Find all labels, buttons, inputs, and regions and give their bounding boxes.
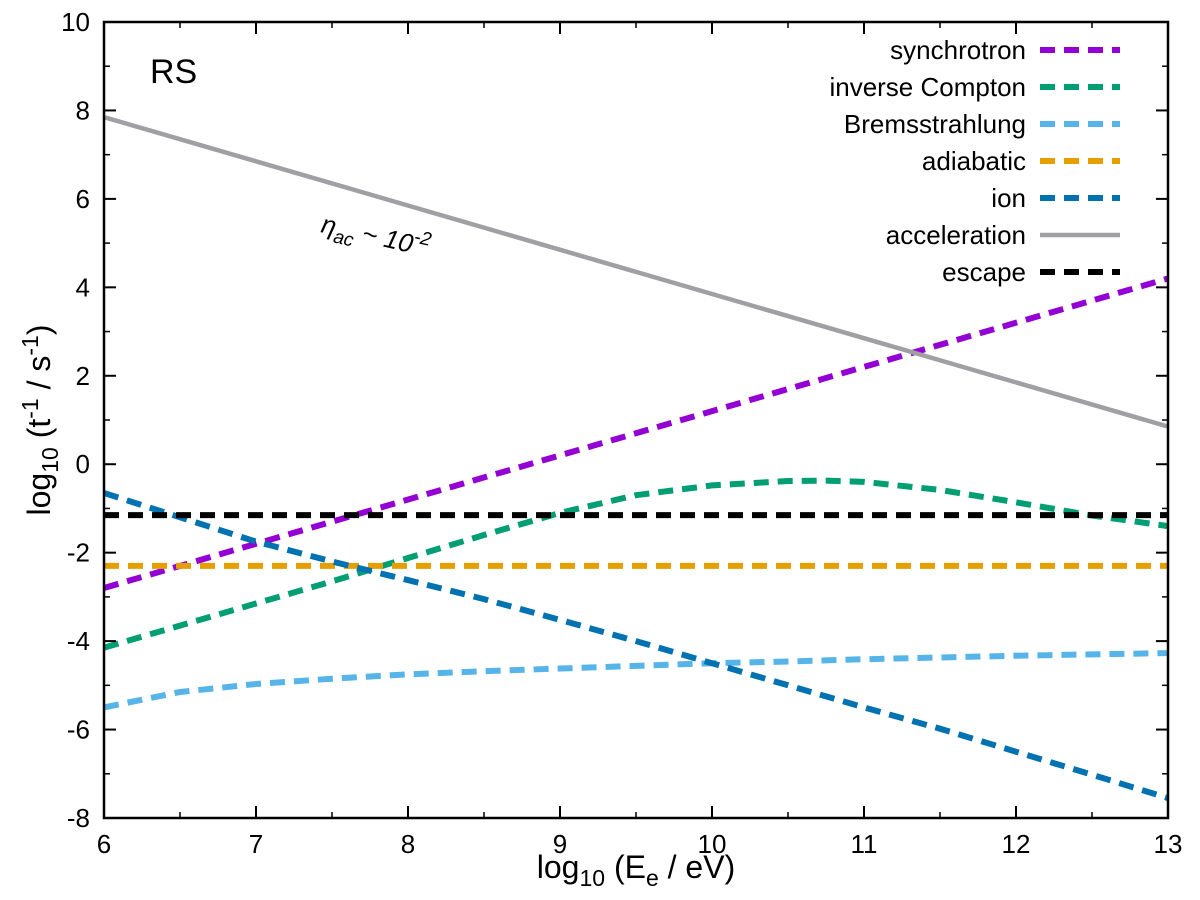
y-tick-label: 8 <box>76 95 90 125</box>
legend-label-acceleration: acceleration <box>886 220 1026 250</box>
x-tick-label: 10 <box>698 829 727 859</box>
acceleration-annotation: ηac ~ 10-2 <box>317 206 433 269</box>
panel-label: RS <box>150 53 197 91</box>
x-axis-label: log10 (Ee / eV) <box>537 849 735 891</box>
legend-label-bremsstrahlung: Bremsstrahlung <box>844 109 1026 139</box>
annotation-approx: ~ 10 <box>352 216 416 259</box>
y-tick-label: 10 <box>61 7 90 37</box>
x-tick-label: 11 <box>851 829 878 859</box>
y-tick-label: 2 <box>76 361 90 391</box>
y-tick-label: -4 <box>67 626 90 656</box>
series-bremsstrahlung-line <box>104 650 1168 711</box>
x-tick-label: 8 <box>401 829 415 859</box>
x-tick-label: 7 <box>249 829 263 859</box>
x-tick-label: 6 <box>97 829 111 859</box>
annotation-sup: -2 <box>412 227 434 251</box>
legend-label-synchrotron: synchrotron <box>890 35 1026 65</box>
y-tick-label: 4 <box>76 272 90 302</box>
annotation-eta: η <box>319 209 340 241</box>
x-tick-label: 9 <box>553 829 567 859</box>
legend-label-adiabatic: adiabatic <box>922 146 1026 176</box>
annotation-sub: ac <box>331 226 356 251</box>
y-tick-label: -8 <box>67 803 90 833</box>
y-tick-label: -6 <box>67 715 90 745</box>
plot-frame <box>102 20 1170 820</box>
legend-label-escape: escape <box>942 257 1026 287</box>
series-ion-line <box>104 490 1168 801</box>
series-layer <box>104 114 1168 801</box>
y-tick-label: 0 <box>76 449 90 479</box>
legend: synchrotron inverse Compton Bremsstrahlung… <box>829 35 1120 287</box>
y-axis-label: log10 (t-1 / s-1) <box>17 325 63 516</box>
x-tick-label: 12 <box>1002 829 1031 859</box>
y-tick-label: -2 <box>67 538 90 568</box>
series-synchrotron-line <box>104 275 1168 591</box>
x-tick-label: 13 <box>1154 829 1183 859</box>
legend-label-ion: ion <box>991 183 1026 213</box>
series-acceleration-line <box>104 114 1168 429</box>
legend-label-inverse-compton: inverse Compton <box>829 72 1026 102</box>
tick-layer: 6 7 8 9 10 11 12 13 -8 -6 -4 -2 0 2 4 6 8 10 <box>61 7 1182 859</box>
y-tick-label: 6 <box>76 184 90 214</box>
series-inverse-compton-line <box>104 477 1168 651</box>
